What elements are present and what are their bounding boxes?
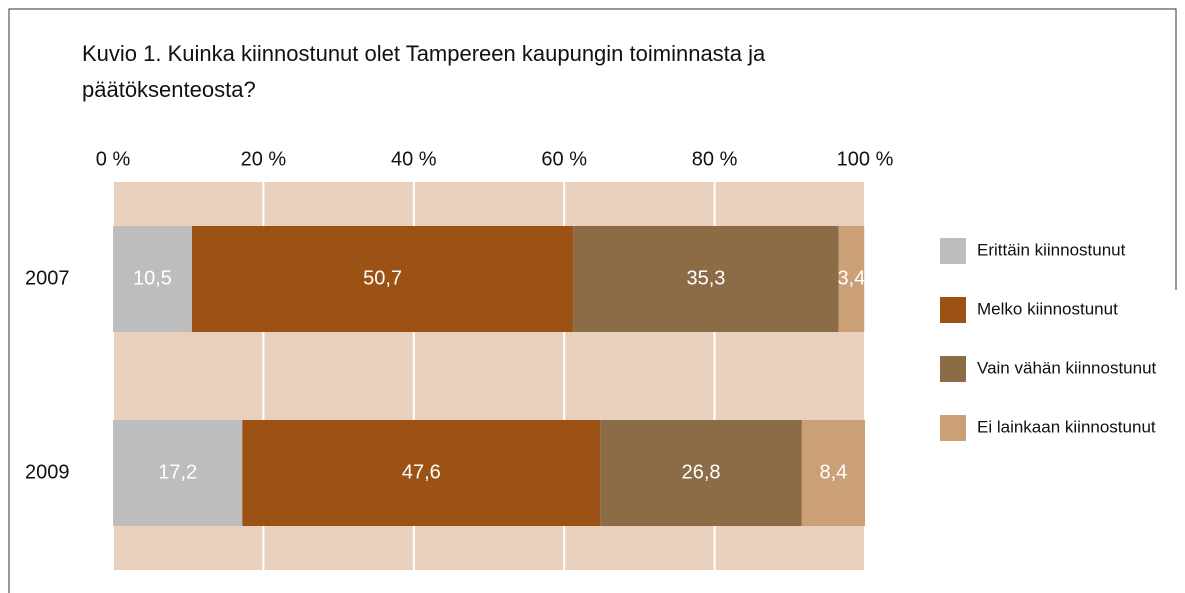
legend-swatch [940, 238, 966, 264]
value-label: 8,4 [820, 461, 848, 483]
value-label: 17,2 [158, 461, 197, 483]
y-tick-label: 2009 [25, 461, 70, 483]
bar-segment [113, 420, 243, 526]
x-tick-label: 20 % [241, 148, 287, 170]
value-label: 3,4 [838, 267, 866, 289]
legend-label: Erittäin kiinnostunut [977, 240, 1126, 259]
value-label: 47,6 [402, 461, 441, 483]
legend-label: Melko kiinnostunut [977, 299, 1118, 318]
bar-segment [801, 420, 865, 526]
x-tick-label: 100 % [837, 148, 894, 170]
value-label: 26,8 [682, 461, 721, 483]
value-label: 35,3 [686, 267, 725, 289]
bar-segment [838, 226, 865, 332]
value-label: 10,5 [133, 267, 172, 289]
y-tick-label: 2007 [25, 267, 70, 289]
bar-segment [573, 226, 839, 332]
x-tick-label: 80 % [692, 148, 738, 170]
legend-label: Ei lainkaan kiinnostunut [977, 417, 1156, 436]
legend-label: Vain vähän kiinnostunut [977, 358, 1157, 377]
frame [8, 8, 1177, 593]
legend-swatch [940, 356, 966, 382]
x-tick-label: 40 % [391, 148, 437, 170]
bar-segment [242, 420, 601, 526]
value-label: 50,7 [363, 267, 402, 289]
legend-swatch [940, 297, 966, 323]
x-tick-label: 60 % [541, 148, 587, 170]
chart-title: Kuvio 1. Kuinka kiinnostunut olet Tamper… [82, 41, 766, 102]
legend-swatch [940, 415, 966, 441]
x-tick-label: 0 % [96, 148, 131, 170]
bar-segment [600, 420, 802, 526]
bar-segment [191, 226, 574, 332]
bar-segment [113, 226, 192, 332]
